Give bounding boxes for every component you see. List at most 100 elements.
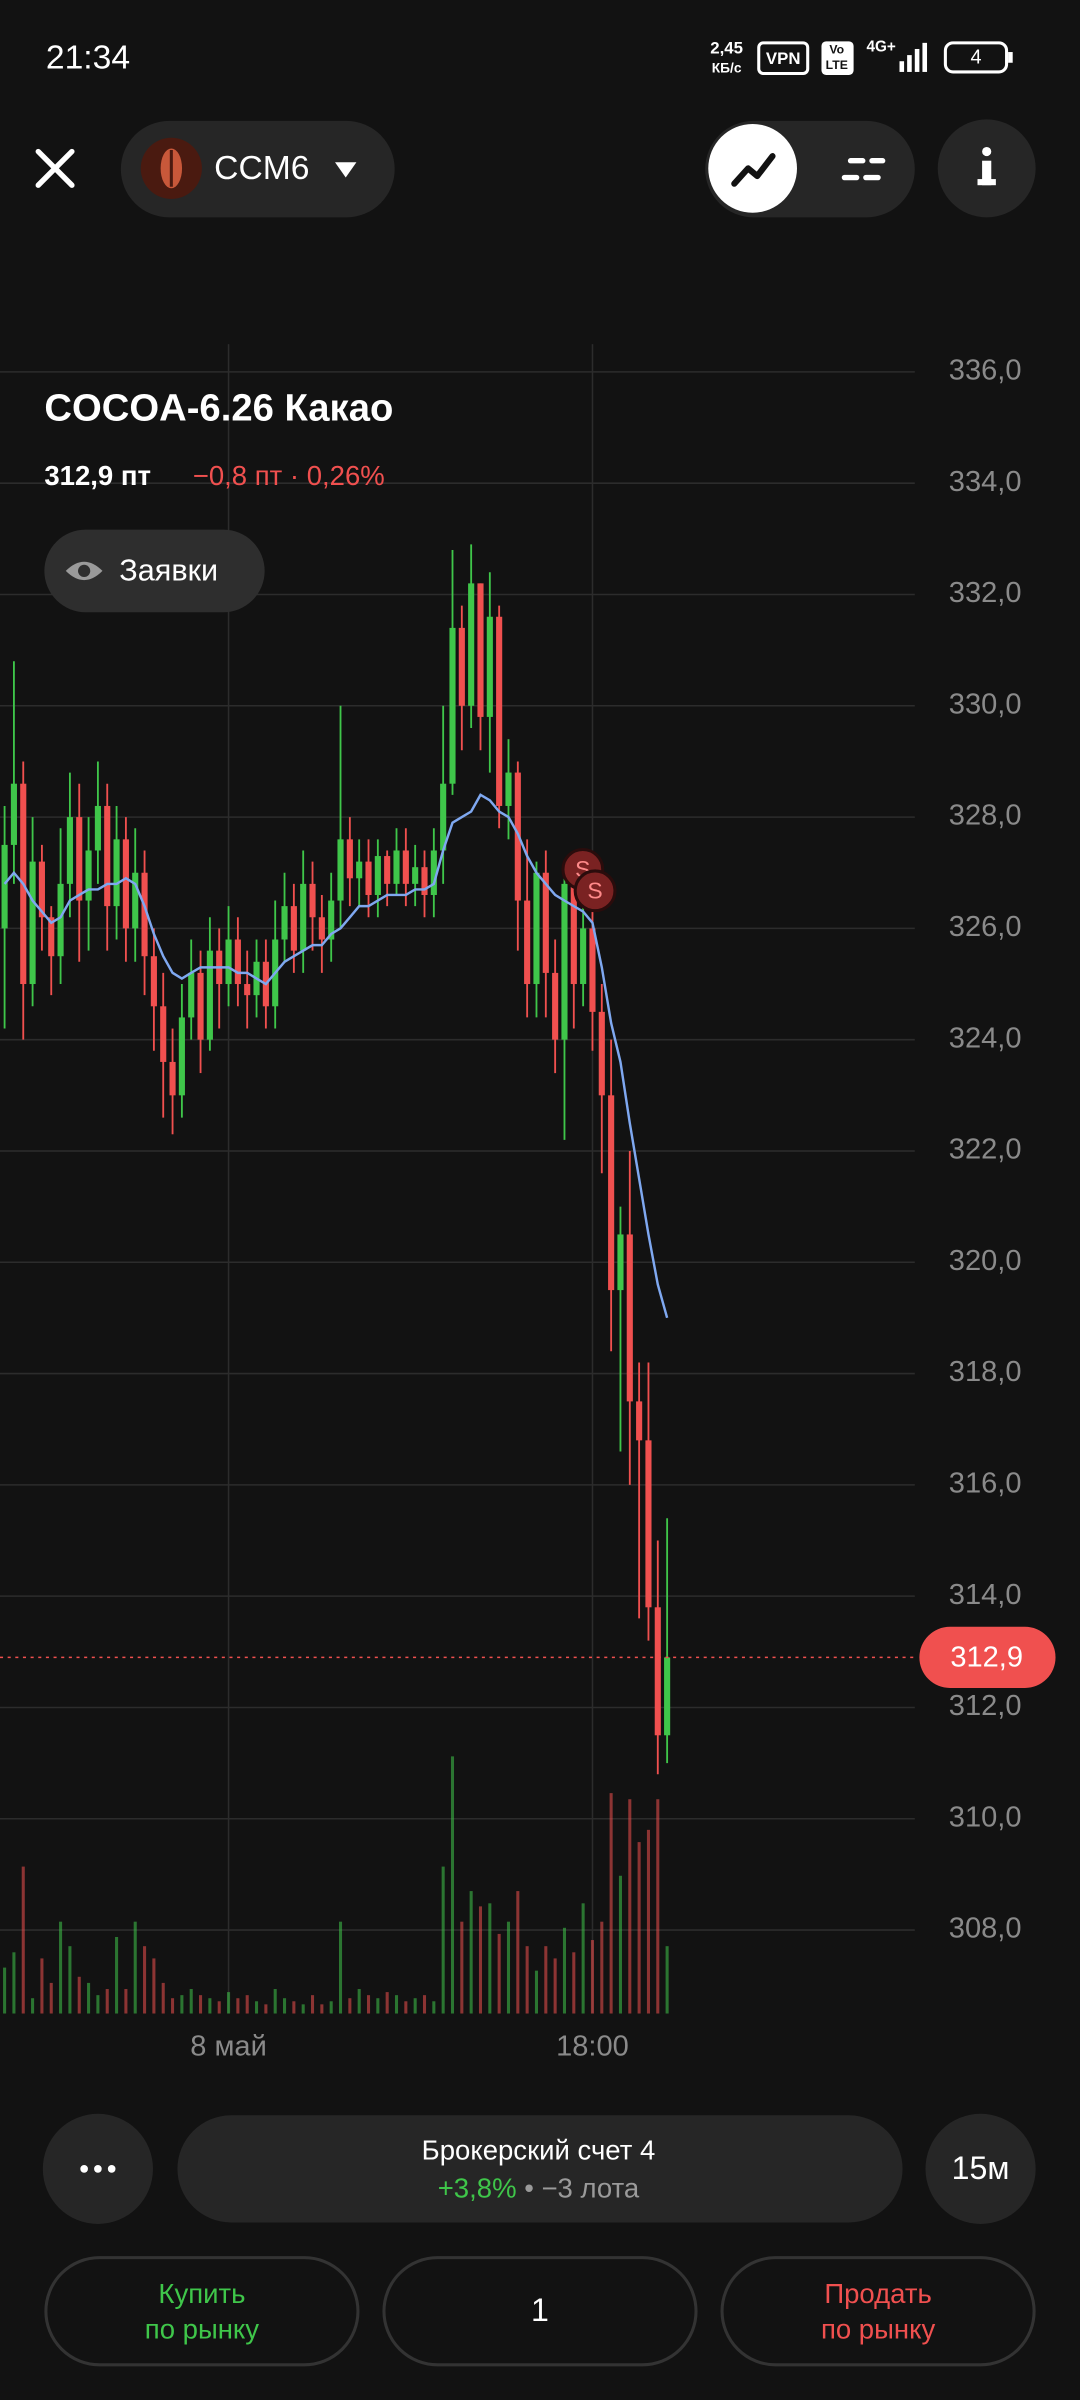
volume-bar (310, 1995, 315, 2014)
candle-body (346, 839, 353, 879)
volume-bar (21, 1866, 25, 2014)
candle-body (10, 783, 17, 845)
candle-body (468, 583, 475, 706)
candle-body (234, 939, 241, 985)
close-button[interactable] (35, 148, 75, 188)
candle-body (113, 839, 120, 907)
trade-marker-label: S (587, 877, 602, 903)
volume-bar (59, 1921, 63, 2014)
volume-bar (413, 1998, 417, 2014)
account-position: • −3 лота (524, 2173, 640, 2204)
x-tick-label: 18:00 (556, 2031, 629, 2063)
candle-body (421, 867, 428, 895)
candle-body (440, 783, 447, 851)
candle-body (104, 805, 111, 907)
y-tick-label: 328,0 (949, 800, 1022, 832)
volume-bar (637, 1842, 641, 2014)
trade-marker (573, 869, 617, 913)
candle-body (122, 839, 129, 929)
volume-bar (283, 1998, 287, 2014)
candle-body (617, 1234, 624, 1291)
volume-bar (292, 2001, 296, 2014)
volume-bar (115, 1936, 119, 2014)
volume-bar (68, 1946, 72, 2014)
volume-bar (12, 1952, 16, 2014)
quantity-input[interactable]: 1 (382, 2256, 698, 2367)
volte-box (821, 41, 854, 75)
interval-button[interactable]: 15м (925, 2113, 1036, 2224)
volume-bar (656, 1799, 660, 2014)
candle-body (281, 906, 288, 940)
candle-body (524, 900, 531, 985)
volume-bar (525, 1946, 529, 2014)
candle-body (384, 856, 391, 884)
volume-bar (562, 1927, 567, 2014)
candle-body (430, 850, 437, 895)
candle-body (356, 861, 363, 879)
net-speed: 2,45 (710, 38, 743, 57)
candle-body (197, 972, 204, 1040)
volume-bar (31, 1998, 35, 2014)
volume-bar (189, 1989, 193, 2014)
candle-body (533, 872, 540, 985)
volume-bar (96, 1995, 100, 2014)
candle-body (150, 956, 157, 1007)
candle-body (645, 1440, 652, 1608)
volume-bar (469, 1891, 473, 2014)
candle-body (654, 1607, 661, 1736)
ticker-selector[interactable]: CCM6 (120, 120, 395, 218)
orders-button[interactable]: Заявки (44, 529, 265, 613)
volume-bar (544, 1946, 548, 2014)
account-selector[interactable]: Брокерский счет 4 +3,8% • −3 лота (177, 2115, 903, 2223)
candle-body (169, 1061, 176, 1096)
vpn-icon: VPN (766, 49, 801, 68)
y-tick-label: 324,0 (949, 1022, 1022, 1054)
y-tick-label: 314,0 (949, 1579, 1022, 1611)
buy-button[interactable]: Купить по рынку (44, 2256, 360, 2367)
instrument-title: COCOA-6.26 Какао (44, 386, 393, 429)
candle-body (188, 972, 195, 1018)
candle-body (85, 850, 92, 901)
candle-body (589, 928, 596, 1012)
y-tick-label: 318,0 (949, 1356, 1022, 1388)
candle-body (626, 1234, 633, 1402)
account-return: +3,8% (438, 2173, 517, 2204)
y-tick-label: 326,0 (949, 911, 1022, 943)
candle-body (300, 883, 307, 951)
volume-bar (236, 1998, 240, 2014)
candle-body (449, 627, 456, 784)
volume-bar (208, 1998, 212, 2014)
candle-body (393, 850, 400, 884)
x-tick-label: 8 май (190, 2031, 267, 2063)
candle-body (328, 900, 335, 940)
candle-body (57, 883, 64, 957)
battery-tip (1008, 52, 1013, 63)
volume-bar (152, 1958, 156, 2014)
candle-body (29, 861, 36, 985)
account-name: Брокерский счет 4 (422, 2134, 656, 2165)
buy-label: Купить (158, 2278, 245, 2309)
volume-bar (516, 1891, 520, 2014)
volume-bar (171, 1998, 175, 2014)
y-tick-label: 334,0 (949, 466, 1022, 498)
volume-bar (609, 1793, 613, 2014)
volume-bar (590, 1940, 594, 2014)
volume-bar (264, 2004, 268, 2014)
info-button[interactable] (937, 119, 1036, 218)
more-button[interactable] (42, 2113, 153, 2224)
volte-top: Vo (829, 43, 844, 57)
candle-body (570, 883, 577, 985)
line-chart-button[interactable] (708, 123, 797, 213)
vpn-box (757, 41, 810, 75)
account-summary: +3,8% • −3 лота (438, 2173, 640, 2204)
volume-bar (329, 2001, 333, 2014)
candle-chart-button[interactable] (841, 158, 886, 181)
candle-body (38, 861, 45, 918)
volume-bar (646, 1829, 650, 2014)
sell-button[interactable]: Продать по рынку (720, 2256, 1036, 2367)
volume-bar (180, 1995, 184, 2014)
candle-body (486, 616, 493, 717)
volume-bar (366, 1995, 371, 2014)
